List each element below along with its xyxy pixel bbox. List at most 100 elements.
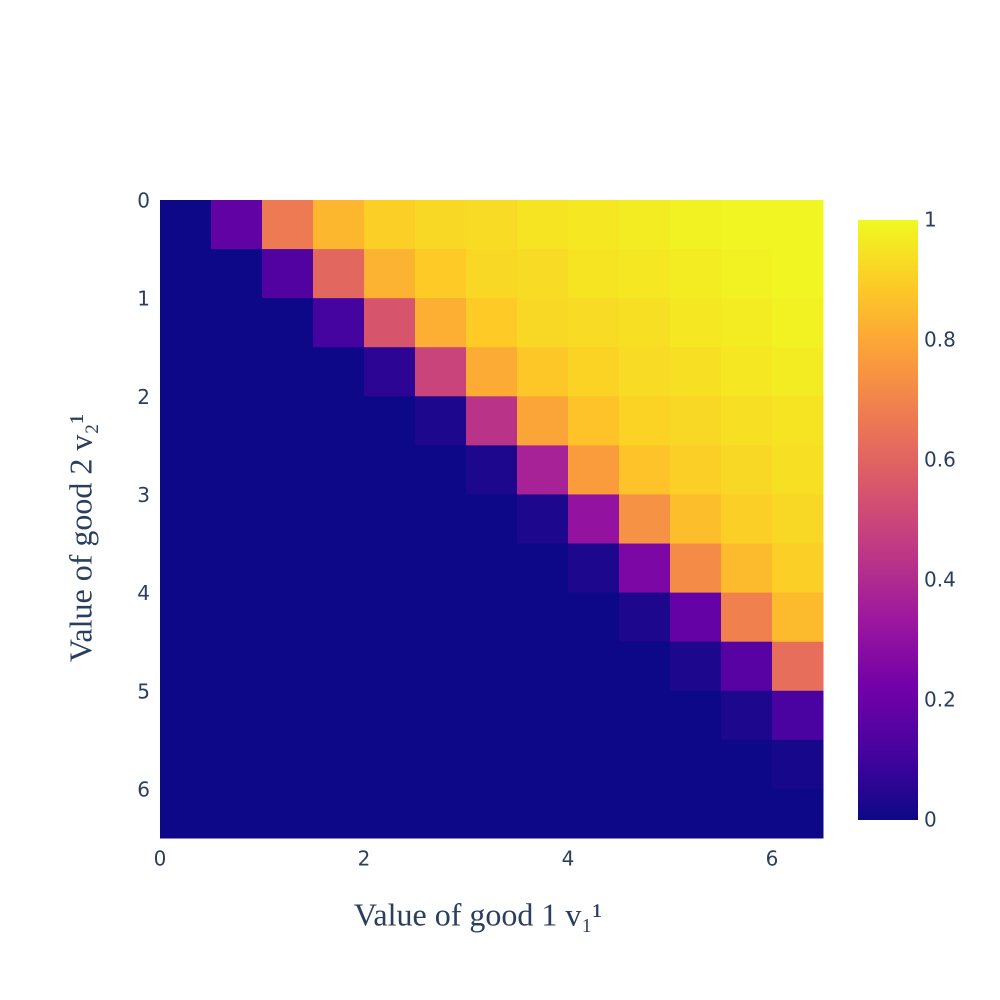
heatmap-cell xyxy=(772,445,824,495)
heatmap-cell xyxy=(160,543,212,594)
heatmap-cell xyxy=(262,298,314,348)
heatmap-cell xyxy=(568,739,620,790)
heatmap-cell xyxy=(160,494,212,545)
colorbar-tick-label: 0.4 xyxy=(924,568,956,592)
heatmap-cell xyxy=(670,739,722,790)
heatmap-cell xyxy=(619,396,671,446)
heatmap-cell xyxy=(313,788,365,839)
y-tick-label: 1 xyxy=(137,287,150,311)
heatmap-cell xyxy=(415,200,467,250)
y-tick-label: 6 xyxy=(137,777,150,801)
heatmap-cell xyxy=(160,200,212,250)
heatmap-cell xyxy=(262,494,314,545)
heatmap-cell xyxy=(313,298,365,348)
colorbar xyxy=(858,220,918,820)
heatmap-cell xyxy=(364,690,416,741)
y-tick-label: 0 xyxy=(137,189,150,213)
heatmap-cell xyxy=(262,788,314,839)
heatmap-cell xyxy=(670,298,722,348)
heatmap-cell xyxy=(517,200,569,250)
heatmap-cell xyxy=(619,641,671,692)
heatmap-cell xyxy=(619,494,671,545)
heatmap-cell xyxy=(415,298,467,348)
heatmap-cell xyxy=(364,641,416,692)
heatmap-cell xyxy=(517,739,569,790)
heatmap-cell xyxy=(517,396,569,446)
heatmap-cell xyxy=(466,592,518,643)
heatmap-cell xyxy=(619,200,671,250)
heatmap-cell xyxy=(619,298,671,348)
heatmap-cell xyxy=(262,347,314,397)
heatmap-cell xyxy=(721,347,773,397)
heatmap-cell xyxy=(466,494,518,545)
heatmap-cell xyxy=(415,543,467,594)
colorbar-tick-label: 1 xyxy=(924,208,937,232)
heatmap-cell xyxy=(262,445,314,495)
x-axis-title: Value of good 1 v₁¹ xyxy=(354,896,602,932)
heatmap-cell xyxy=(721,641,773,692)
heatmap-cell xyxy=(721,543,773,594)
x-tick-label: 4 xyxy=(562,847,575,871)
heatmap-cell xyxy=(517,592,569,643)
heatmap-cell xyxy=(619,788,671,839)
heatmap-cell xyxy=(415,739,467,790)
heatmap-cell xyxy=(364,200,416,250)
heatmap-cell xyxy=(772,347,824,397)
heatmap-cell xyxy=(262,396,314,446)
heatmap-cell xyxy=(721,249,773,299)
heatmap-cell xyxy=(211,249,263,299)
heatmap-cell xyxy=(517,641,569,692)
heatmap-cell xyxy=(772,494,824,545)
heatmap-cell xyxy=(721,739,773,790)
heatmap-cell xyxy=(211,788,263,839)
heatmap-cell xyxy=(313,494,365,545)
heatmap-cell xyxy=(415,396,467,446)
heatmap-cell xyxy=(721,298,773,348)
heatmap-cell xyxy=(568,690,620,741)
heatmap-cell xyxy=(160,690,212,741)
heatmap-cell xyxy=(670,347,722,397)
heatmap-cell xyxy=(619,249,671,299)
heatmap-cell xyxy=(670,641,722,692)
heatmap-cell xyxy=(772,298,824,348)
heatmap-cell xyxy=(211,494,263,545)
colorbar-tick-label: 0.2 xyxy=(924,688,956,712)
heatmap-cell xyxy=(160,347,212,397)
heatmap-cell xyxy=(670,543,722,594)
heatmap-cell xyxy=(670,249,722,299)
heatmap-cell xyxy=(466,249,518,299)
heatmap-cell xyxy=(619,690,671,741)
heatmap-cell xyxy=(211,347,263,397)
heatmap-cell xyxy=(670,494,722,545)
heatmap-cell xyxy=(568,641,620,692)
heatmap-cell xyxy=(364,592,416,643)
heatmap-cell xyxy=(466,396,518,446)
heatmap-cell xyxy=(568,298,620,348)
heatmap-cell xyxy=(721,690,773,741)
heatmap-cell xyxy=(262,249,314,299)
heatmap-cell xyxy=(364,445,416,495)
heatmap-cell xyxy=(670,788,722,839)
heatmap-cell xyxy=(211,396,263,446)
heatmap-cell xyxy=(160,739,212,790)
heatmap-cell xyxy=(517,445,569,495)
heatmap-cell xyxy=(313,347,365,397)
heatmap-cell xyxy=(466,543,518,594)
heatmap-cell xyxy=(568,592,620,643)
x-tick-label: 0 xyxy=(154,847,167,871)
heatmap-cell xyxy=(160,396,212,446)
heatmap-cell xyxy=(568,249,620,299)
heatmap-cell xyxy=(772,739,824,790)
heatmap-cell xyxy=(517,690,569,741)
heatmap-cell xyxy=(262,543,314,594)
heatmap-cell xyxy=(415,788,467,839)
colorbar-tick-label: 0.6 xyxy=(924,448,956,472)
heatmap-cell xyxy=(313,249,365,299)
heatmap-cell xyxy=(772,690,824,741)
heatmap-cell xyxy=(211,592,263,643)
heatmap-cell xyxy=(466,739,518,790)
heatmap-cell xyxy=(211,543,263,594)
heatmap-cell xyxy=(568,445,620,495)
heatmap-cell xyxy=(517,249,569,299)
